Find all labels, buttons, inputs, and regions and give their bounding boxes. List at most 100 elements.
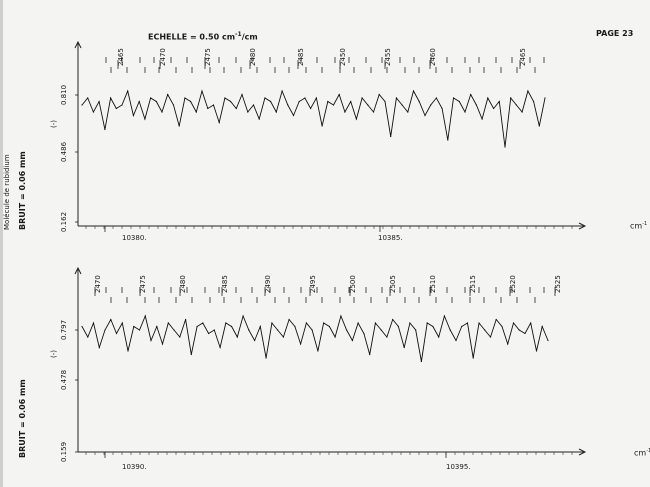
spectrum-point [133,325,135,328]
spectrum-point [258,118,260,120]
spectrum-point [447,139,449,141]
spectrum-point [247,111,249,113]
spectrum-point [271,322,273,324]
spectrum-point [264,97,266,99]
spectrum-point [305,322,307,324]
spectrum-point [81,325,83,328]
y-marker-label: (-) [50,120,58,128]
spectrum-point [510,97,512,99]
spectrum-point [504,146,506,148]
line-number-label: 2475 [204,48,212,66]
line-number-label: 2475 [139,275,147,293]
spectrum-point [438,336,440,338]
spectrum-point [288,318,290,321]
spectrum-point [409,322,411,324]
unit-label-lower: cm-1 [634,448,650,458]
x-tick-label: 10395. [446,463,471,471]
spectrum-point [515,104,518,106]
spectrum-point [507,343,509,345]
spectrum-point [311,329,313,331]
line-number-label: 2505 [389,275,397,293]
line-number-label: 2525 [554,275,562,293]
spectrum-trace [81,314,549,362]
spectrum-point [317,350,319,352]
spectrum-point [395,97,397,99]
spectrum-point [207,107,209,110]
line-number-label: 2470 [94,275,102,293]
line-number-label: 2460 [429,48,437,66]
spectrum-point [533,100,535,103]
x-axis-arrow [578,222,587,230]
spectrum-point [367,104,369,106]
y-tick-label: 0.159 [60,442,68,462]
spectrum-point [355,118,357,120]
page-label: PAGE 23 [596,29,634,38]
spectrum-point [270,100,272,103]
spectrum-point [236,336,238,338]
line-number-label: 2465 [519,48,527,66]
spectrum-point [179,336,181,338]
x-tick-label: 10385. [378,234,403,242]
spectrum-point [155,100,157,103]
spectrum-point [384,100,386,103]
y-axis-arrow [74,266,82,275]
spectrum-point [495,318,497,321]
line-number-label: 2480 [179,275,187,293]
spectrum-point [407,111,409,113]
line-number-label: 2500 [349,275,357,293]
spectrum-point [530,322,532,324]
spectrum-point [292,114,295,117]
spectrum-point [435,97,437,99]
spectrum-point [87,97,89,99]
spectrum-point [213,329,215,331]
spectrum-point [252,104,255,106]
y-tick-label: 0.478 [60,370,68,390]
line-number-label: 2480 [249,48,257,66]
spectrum-point [521,111,523,113]
spectrum-point [452,97,455,99]
spectrum-point [323,322,325,324]
spectrum-point [156,325,158,328]
spectrum-point [208,332,210,335]
spectrum-point [487,97,489,99]
spectrum-trace [81,89,546,148]
spectrum-point [300,343,302,345]
spectrum-point [235,107,237,110]
spectrum-point [150,97,152,99]
spectrum-point [173,329,175,331]
spectrum-point [432,325,434,328]
spectrum-point [390,135,392,138]
spectrum-point [184,97,186,99]
spectrum-point [478,322,480,324]
spectrum-point [195,111,197,113]
spectrum-point [512,322,515,324]
line-number-label: 2485 [221,275,229,293]
spectrum-point [265,357,267,359]
spectrum-point [219,346,221,349]
spectrum-point [87,336,89,338]
line-number-label: 2465 [117,48,125,66]
spectrum-point [538,125,540,127]
line-number-label: 2515 [469,275,477,293]
spectrum-point [426,322,428,324]
spectrum-point [443,315,445,317]
spectrum-point [121,104,123,106]
line-number-label: 2450 [339,48,347,66]
x-axis-arrow [578,448,587,456]
spectrum-point [144,315,146,317]
spectrum-point [132,114,134,117]
spectrum-point [277,329,279,331]
spectrum-point [397,325,399,328]
spectrum-point [378,93,380,96]
spectrum-point [401,104,403,106]
y-axis-arrow [74,40,82,49]
spectrum-point [374,322,376,324]
spectrum-point [231,325,233,328]
x-tick-label: 10380. [122,234,147,242]
spectrum-point [498,100,500,103]
spectrum-point [455,339,457,342]
line-number-label: 2490 [264,275,272,293]
spectrum-point [98,346,100,349]
y-tick-label: 0.162 [60,212,68,232]
spectrum-point [386,336,388,338]
